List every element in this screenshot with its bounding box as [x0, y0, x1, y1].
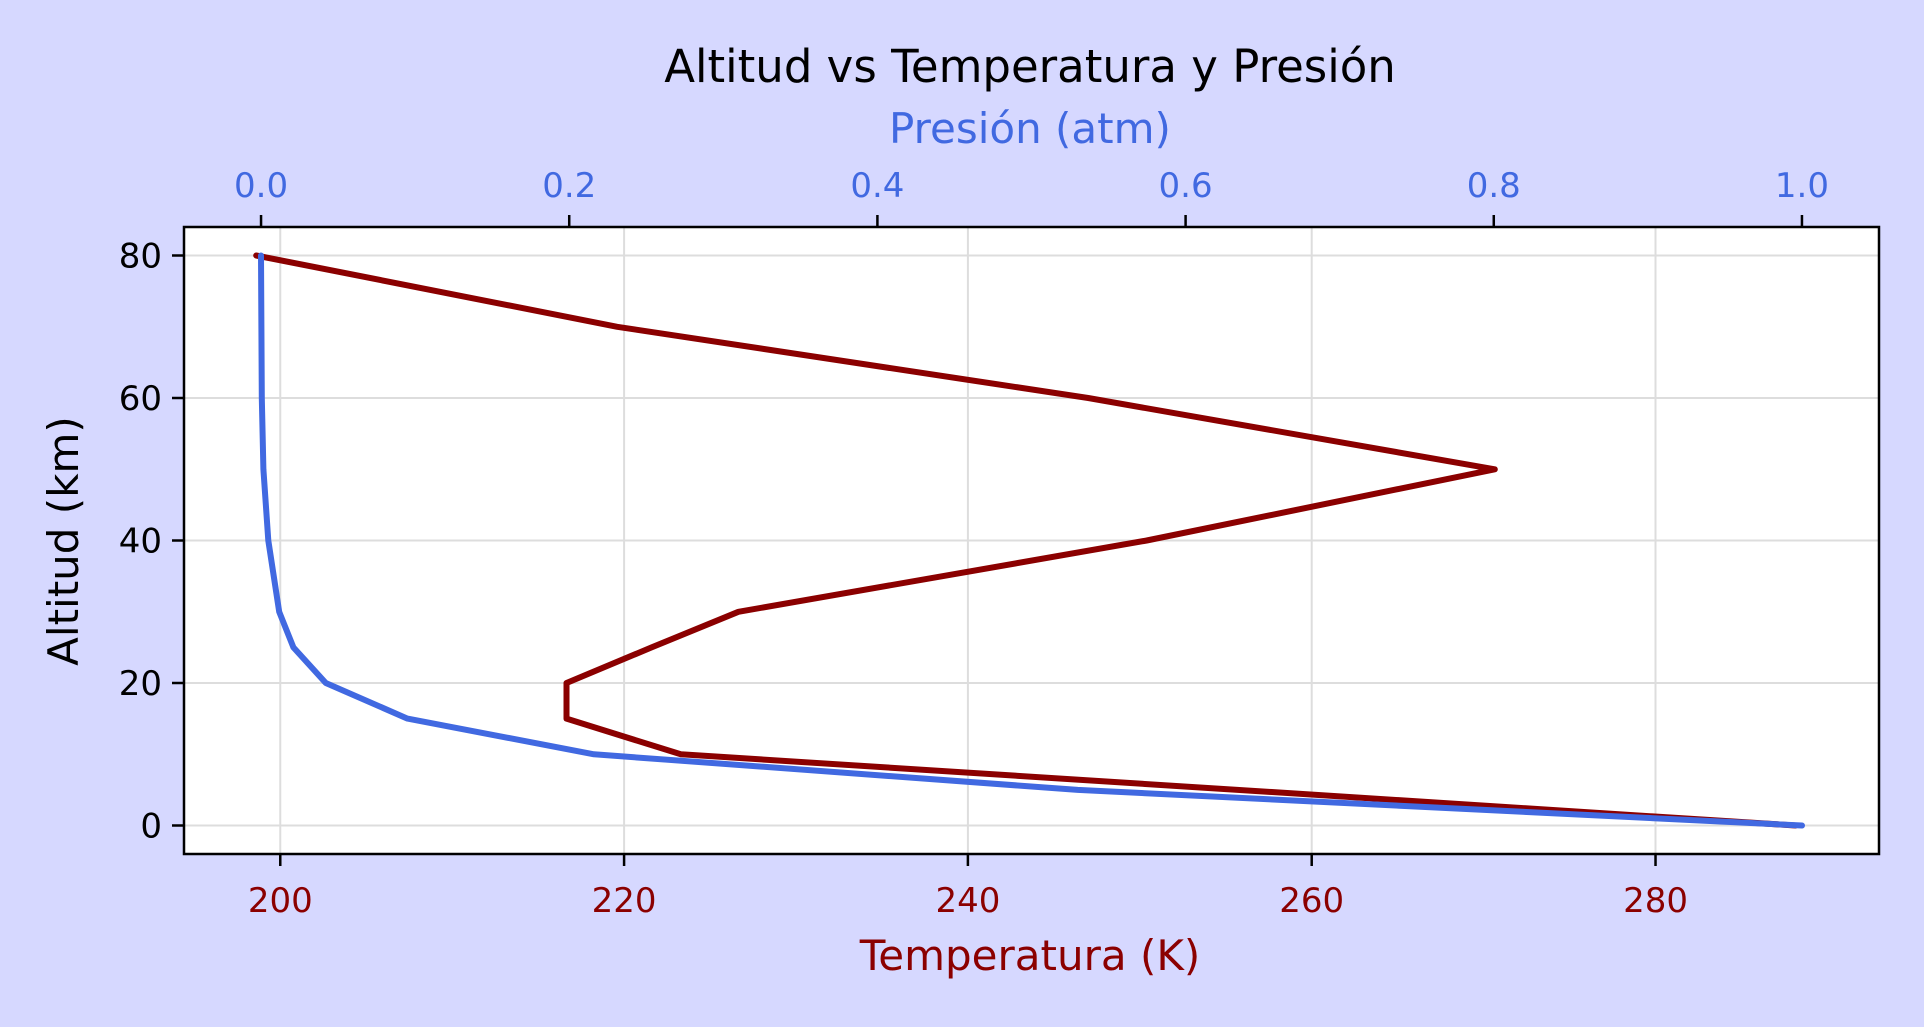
y-tick-label: 60 — [119, 379, 162, 419]
y-tick-label: 0 — [140, 807, 162, 847]
x-bottom-axis-label: Temperatura (K) — [859, 931, 1201, 980]
x-top-tick-label: 0.6 — [1159, 166, 1213, 206]
y-tick-label: 80 — [119, 237, 162, 277]
grid — [184, 227, 1879, 854]
y-axis-label: Altitud (km) — [39, 416, 88, 666]
x-bottom-tick-label: 240 — [935, 881, 1000, 921]
x-bottom-tick-label: 280 — [1623, 881, 1688, 921]
temperature-line — [253, 252, 1799, 829]
y-tick-label: 20 — [119, 664, 162, 704]
x-bottom-tick-label: 200 — [248, 881, 313, 921]
chart-title: Altitud vs Temperatura y Presión — [664, 40, 1396, 93]
series-layer — [253, 252, 1805, 829]
x-bottom-tick-label: 260 — [1279, 881, 1344, 921]
x-top-tick-label: 1.0 — [1775, 166, 1829, 206]
x-top-tick-label: 0.8 — [1467, 166, 1521, 206]
x-top-axis-label: Presión (atm) — [889, 104, 1171, 153]
ticks: 0 20 40 60 80 200 220 240 260 280 0.0 0.2 0.4 0.6 0.8 1… — [119, 166, 1829, 921]
x-top-tick-label: 0.2 — [542, 166, 596, 206]
pressure-line — [258, 252, 1805, 829]
x-top-tick-label: 0.4 — [850, 166, 904, 206]
y-tick-label: 40 — [119, 522, 162, 562]
x-top-tick-label: 0.0 — [234, 166, 288, 206]
x-bottom-tick-label: 220 — [592, 881, 657, 921]
